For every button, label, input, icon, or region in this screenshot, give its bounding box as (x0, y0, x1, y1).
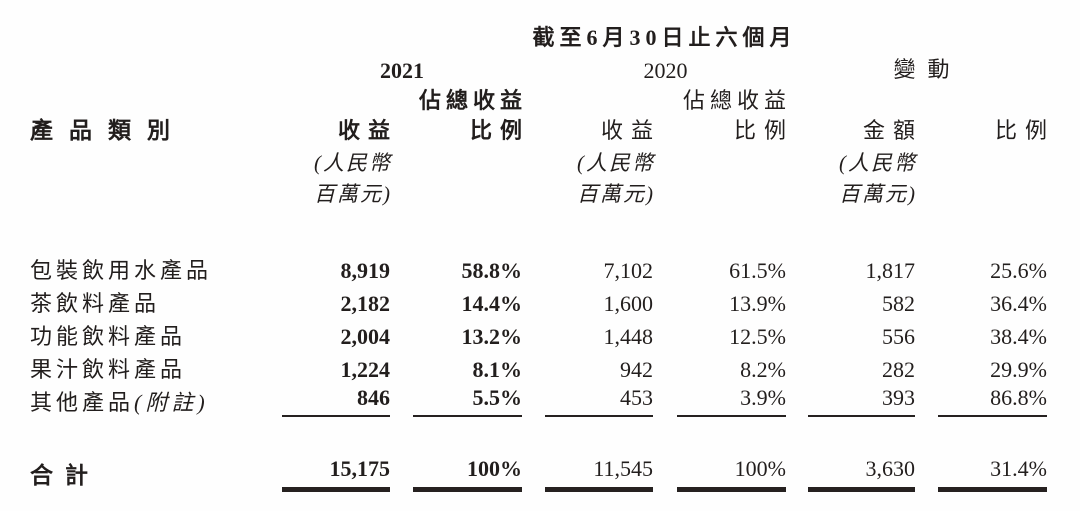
ratio-2021-cell: 5.5% (413, 383, 522, 417)
change-ratio-cell: 86.8% (938, 383, 1047, 417)
ratio-2020-cell: 12.5% (729, 324, 786, 349)
column-header-row: 產品類別 收益 比例 收益 比例 金額 比例 (30, 114, 1047, 144)
ratio-2020-cell: 61.5% (729, 258, 786, 283)
revenue-2020-column-header: 收益 (600, 118, 661, 143)
change-amount-cell: 282 (882, 357, 915, 382)
period-header: 截至6月30日止六個月 (532, 25, 797, 50)
change-ratio-column-header: 比例 (994, 118, 1055, 143)
total-ratio-2021-cell: 100% (413, 455, 522, 492)
category-column-header: 產品類別 (30, 118, 186, 143)
unit-note-row-2: 百萬元) 百萬元) 百萬元) (30, 176, 1047, 207)
total-change-ratio-cell: 31.4% (938, 455, 1047, 492)
table-row: 功能飲料產品 2,004 13.2% 1,448 12.5% 556 38.4% (30, 317, 1047, 350)
revenue-2021-cell: 8,919 (340, 258, 391, 283)
share-of-revenue-2020-header: 佔總收益 (682, 88, 791, 113)
category-cell: 果汁飲料產品 (30, 357, 187, 382)
ratio-2021-cell: 58.8% (461, 258, 523, 283)
table-row: 包裝飲用水產品 8,919 58.8% 7,102 61.5% 1,817 25… (30, 251, 1047, 284)
ratio-2021-cell: 13.2% (461, 324, 523, 349)
total-revenue-2021-cell: 15,175 (282, 455, 390, 492)
change-amount-cell: 393 (808, 383, 915, 417)
year-2020-header: 2020 (643, 58, 688, 83)
ratio-2020-cell: 13.9% (729, 291, 786, 316)
total-revenue-2020-cell: 11,545 (545, 455, 653, 492)
change-ratio-cell: 25.6% (990, 258, 1047, 283)
category-cell: 茶飲料產品 (30, 291, 161, 316)
revenue-2021-cell: 2,004 (340, 324, 391, 349)
total-ratio-2020-cell: 100% (677, 455, 786, 492)
ratio-2020-cell: 3.9% (677, 383, 786, 417)
change-amount-cell: 556 (882, 324, 915, 349)
unit-note-change-line2: 百萬元) (839, 182, 917, 206)
category-cell: 其他產品 (30, 390, 135, 415)
body-total-gap (30, 416, 1047, 455)
header-body-gap (30, 207, 1047, 251)
category-note: (附註) (134, 390, 209, 415)
year-group-row: 2021 2020 變動 (30, 52, 1047, 84)
change-ratio-cell: 38.4% (990, 324, 1047, 349)
total-change-amount-cell: 3,630 (808, 455, 915, 492)
unit-note-change-line1: (人民幣 (839, 151, 917, 175)
period-header-row: 截至6月30日止六個月 (30, 10, 1047, 52)
category-cell: 包裝飲用水產品 (30, 258, 213, 283)
unit-note-2021-line1: (人民幣 (314, 151, 392, 175)
total-label: 合計 (30, 463, 100, 488)
change-amount-cell: 1,817 (865, 258, 916, 283)
revenue-2020-cell: 1,448 (603, 324, 654, 349)
change-amount-column-header: 金額 (862, 118, 923, 143)
table-row: 果汁飲料產品 1,224 8.1% 942 8.2% 282 29.9% (30, 350, 1047, 383)
ratio-2020-column-header: 比例 (733, 118, 794, 143)
change-ratio-cell: 29.9% (990, 357, 1047, 382)
year-2021-header: 2021 (380, 58, 424, 83)
change-ratio-cell: 36.4% (990, 291, 1047, 316)
revenue-2021-cell: 2,182 (340, 291, 391, 316)
change-amount-cell: 582 (882, 291, 915, 316)
unit-note-2020-line1: (人民幣 (577, 151, 655, 175)
category-cell: 功能飲料產品 (30, 324, 187, 349)
unit-note-2021-line2: 百萬元) (314, 182, 392, 206)
revenue-2021-cell: 846 (282, 383, 390, 417)
change-group-header: 變動 (893, 57, 962, 82)
revenue-2021-column-header: 收益 (337, 118, 398, 143)
share-header-row: 佔總收益 佔總收益 (30, 84, 1047, 114)
total-row: 合計 15,175 100% 11,545 100% 3,630 31.4% (30, 455, 1047, 492)
revenue-2020-cell: 1,600 (603, 291, 654, 316)
revenue-by-product-table: 截至6月30日止六個月 2021 2020 變動 佔總收益 佔總收益 產品類別 … (30, 10, 1047, 492)
ratio-2021-cell: 8.1% (472, 357, 523, 382)
revenue-2020-cell: 7,102 (603, 258, 654, 283)
ratio-2021-column-header: 比例 (469, 118, 530, 143)
unit-note-row-1: (人民幣 (人民幣 (人民幣 (30, 144, 1047, 176)
revenue-2020-cell: 453 (545, 383, 653, 417)
share-of-revenue-2021-header: 佔總收益 (418, 88, 527, 113)
table-row: 茶飲料產品 2,182 14.4% 1,600 13.9% 582 36.4% (30, 284, 1047, 317)
revenue-2021-cell: 1,224 (340, 357, 391, 382)
unit-note-2020-line2: 百萬元) (577, 182, 655, 206)
table-row: 其他產品(附註) 846 5.5% 453 3.9% 393 86.8% (30, 383, 1047, 417)
ratio-2021-cell: 14.4% (461, 291, 523, 316)
ratio-2020-cell: 8.2% (740, 357, 786, 382)
revenue-2020-cell: 942 (620, 357, 653, 382)
